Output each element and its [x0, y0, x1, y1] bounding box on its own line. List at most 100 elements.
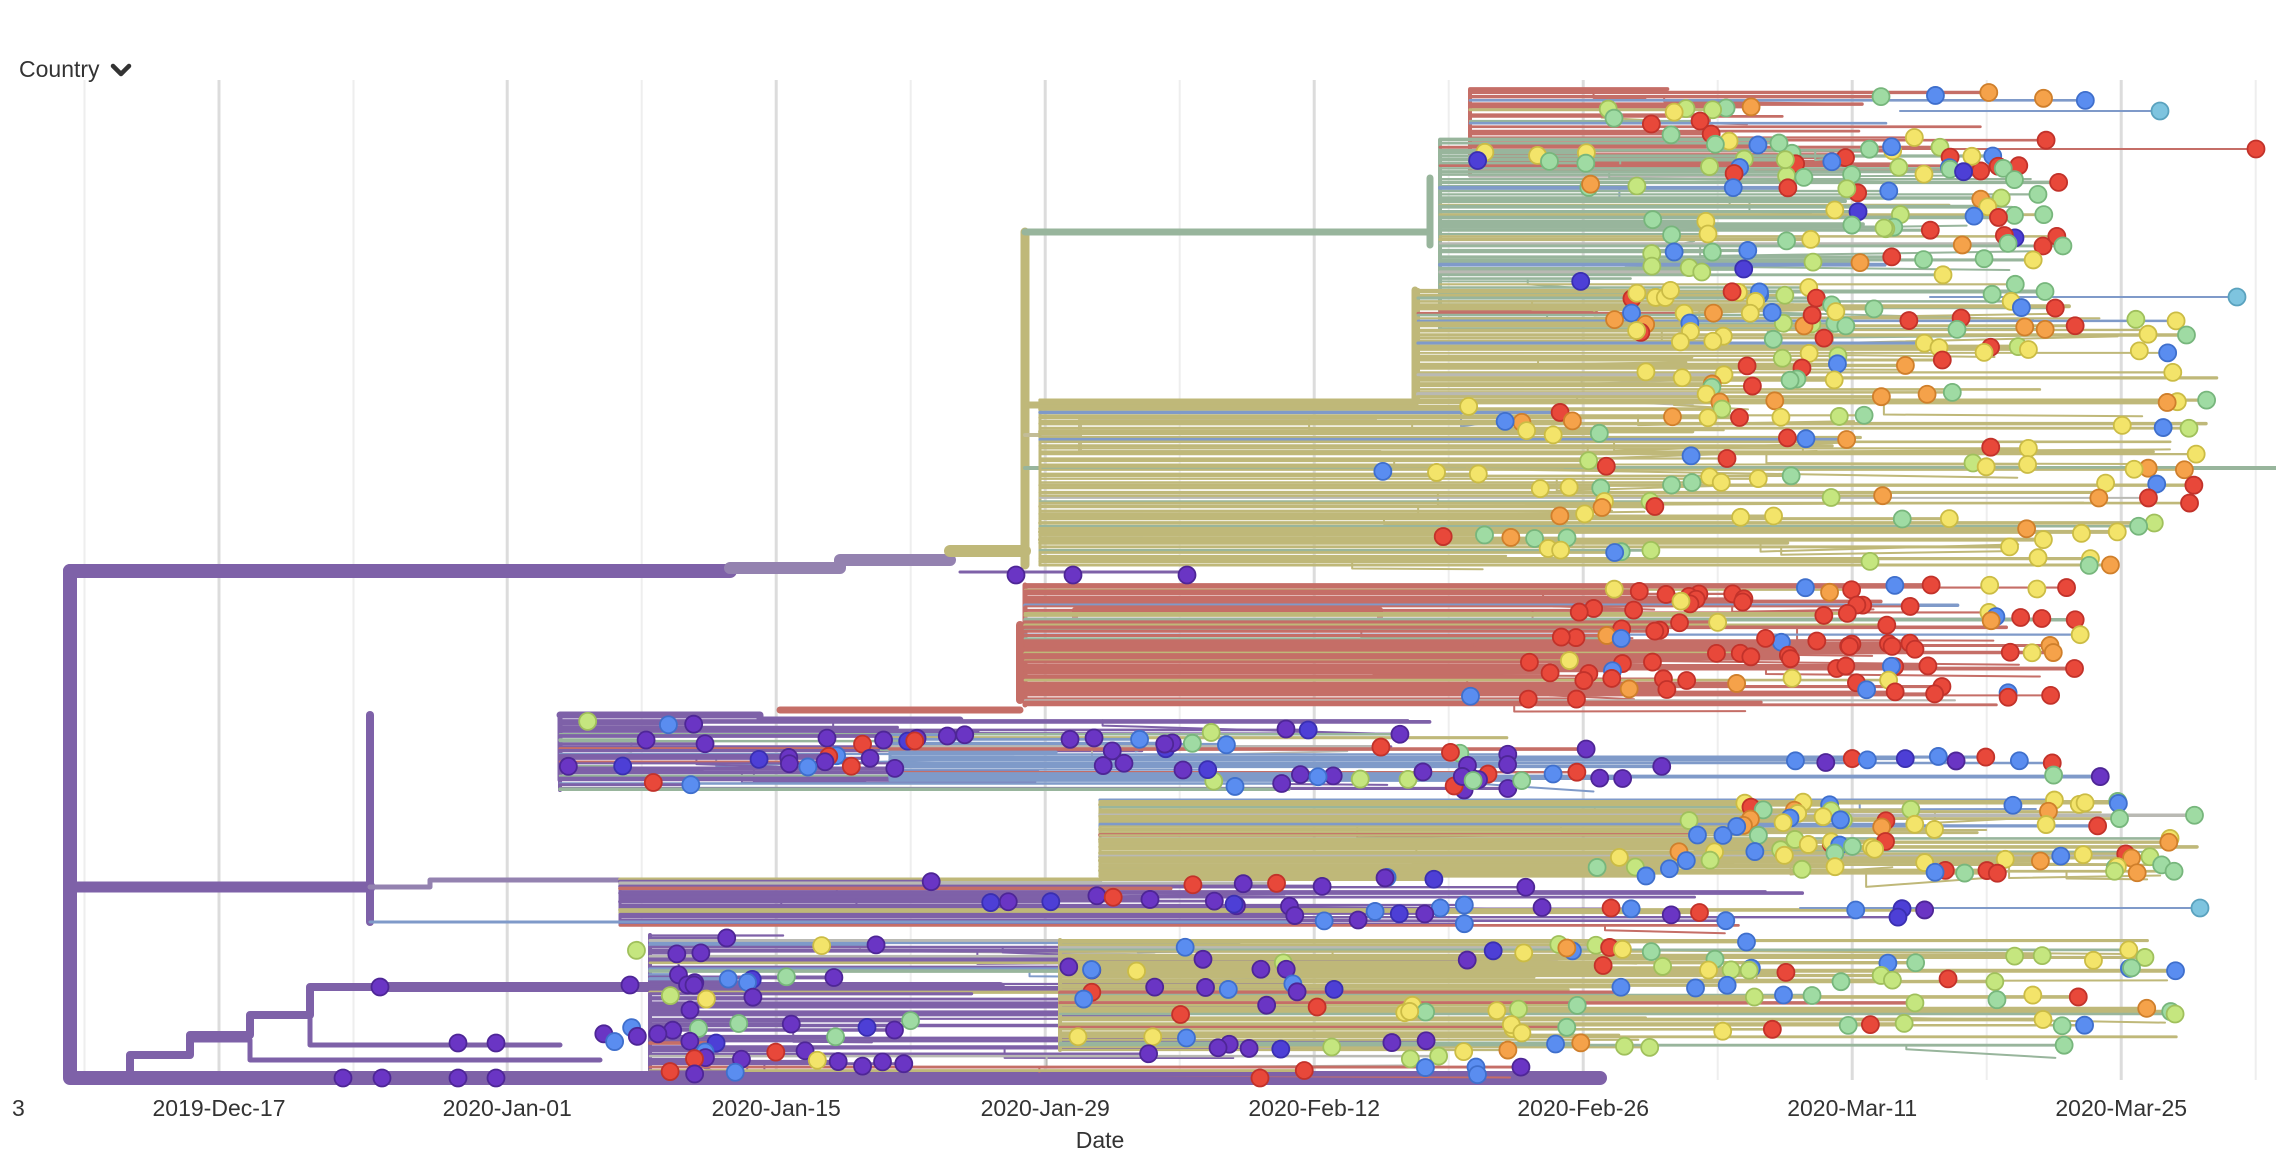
tip-lime: [1773, 313, 1793, 333]
tip-yellow: [1604, 579, 1624, 599]
tip-blue: [725, 1062, 745, 1082]
tip-yellow: [2019, 340, 2038, 359]
tip-red: [1998, 687, 2018, 707]
tip-red: [2032, 609, 2052, 628]
tip-purple: [1415, 904, 1435, 924]
tip-purple: [372, 1068, 392, 1088]
tip-red: [1776, 962, 1796, 982]
tip-green: [1705, 134, 1725, 154]
tip-yellow: [1514, 943, 1534, 963]
tip-purple: [885, 758, 905, 778]
tip-blue: [1415, 1058, 1435, 1077]
tip-blue: [1130, 729, 1149, 749]
tip-yellow: [1670, 332, 1690, 352]
tip-lime: [1860, 551, 1880, 571]
tip-green: [1589, 423, 1609, 443]
x-tick-label: 2020-Jan-15: [712, 1095, 841, 1121]
tip-orange: [1605, 310, 1624, 330]
tip-yellow: [1865, 839, 1885, 859]
tip-yellow: [1764, 506, 1783, 526]
tip-lime: [2165, 1004, 2185, 1024]
tip-green: [1780, 370, 1800, 390]
tip-yellow: [1798, 835, 1818, 854]
tip-purple: [1375, 868, 1395, 888]
tip-lime: [2032, 946, 2052, 966]
tip-red: [1920, 220, 1940, 240]
tip-orange: [1952, 235, 1972, 255]
tip-blue: [1314, 911, 1334, 931]
tip-yellow: [1933, 265, 1953, 285]
tip-yellow: [1976, 457, 1996, 477]
tip-yellow: [2023, 250, 2043, 270]
tip-yellow: [1740, 303, 1760, 323]
tip-purple: [853, 1056, 872, 1076]
tip-green: [1998, 233, 2018, 253]
tip-purple: [1102, 741, 1122, 761]
tip-purple: [1173, 760, 1193, 780]
tip-yellow: [1627, 321, 1646, 340]
color-by-dropdown[interactable]: Country: [19, 56, 132, 83]
tip-red: [1690, 903, 1709, 922]
tip-green: [1416, 1002, 1436, 1022]
tip-green: [1753, 800, 1773, 820]
tip-purple: [636, 730, 656, 750]
tip-red: [2045, 298, 2065, 318]
tip-blue: [1737, 932, 1756, 952]
tip-purple: [874, 730, 893, 750]
tip-yellow: [1613, 939, 1632, 959]
tip-yellow: [1454, 1042, 1474, 1061]
tip-green: [2054, 1035, 2074, 1055]
branch: [1764, 667, 2041, 678]
tip-lime: [1883, 970, 1902, 990]
tip-purple: [795, 1041, 815, 1061]
tip-indigo: [749, 749, 769, 769]
tip-red: [1645, 497, 1665, 516]
tip-red: [766, 1042, 786, 1062]
tip-green: [1662, 475, 1681, 495]
tip-lime: [1640, 1037, 1660, 1057]
tip-green: [1661, 125, 1681, 145]
tip-red: [1987, 863, 2007, 883]
tip-blue: [798, 757, 818, 777]
tip-red: [1624, 600, 1643, 620]
tip-yellow: [2163, 362, 2183, 382]
tip-yellow: [2033, 530, 2053, 550]
tip-red: [1777, 428, 1797, 448]
tip-green: [2129, 516, 2149, 536]
tip-purple: [955, 725, 975, 745]
tip-lime: [1837, 179, 1857, 199]
tip-red: [1905, 639, 1925, 659]
tip-purple: [691, 943, 711, 963]
tip-green: [1838, 1015, 1858, 1035]
tip-yellow: [2070, 625, 2090, 645]
tip-red: [1596, 456, 1616, 476]
tip-lime: [1829, 407, 1849, 426]
tip-blue: [1882, 137, 1901, 157]
tip-purple: [1652, 756, 1672, 776]
tip-red: [1267, 873, 1286, 893]
x-tick-label: 2020-Mar-25: [2055, 1095, 2187, 1121]
tip-yellow: [1672, 368, 1692, 388]
tip-blue: [1454, 914, 1474, 934]
tip-yellow: [2186, 444, 2206, 464]
tip-purple: [333, 1068, 353, 1088]
tip-blue: [1218, 980, 1238, 999]
tip-purple: [2090, 767, 2110, 786]
tip-red: [1981, 437, 2001, 457]
tip-red: [1643, 652, 1662, 672]
tip-indigo: [1468, 151, 1488, 170]
tip-yellow: [1143, 1027, 1163, 1047]
tip-green: [689, 1019, 708, 1038]
tip-purple: [1084, 728, 1104, 748]
tip-orange: [2031, 851, 2050, 871]
branch: [187, 1037, 603, 1063]
tip-yellow: [1711, 472, 1731, 492]
tip-blue: [2153, 418, 2173, 437]
tip-blue: [1621, 899, 1641, 919]
tip-purple: [1145, 977, 1165, 997]
tip-yellow: [1068, 1027, 1088, 1047]
tip-red: [643, 773, 663, 792]
tip-indigo: [981, 893, 1001, 912]
tip-yellow: [2112, 415, 2132, 435]
